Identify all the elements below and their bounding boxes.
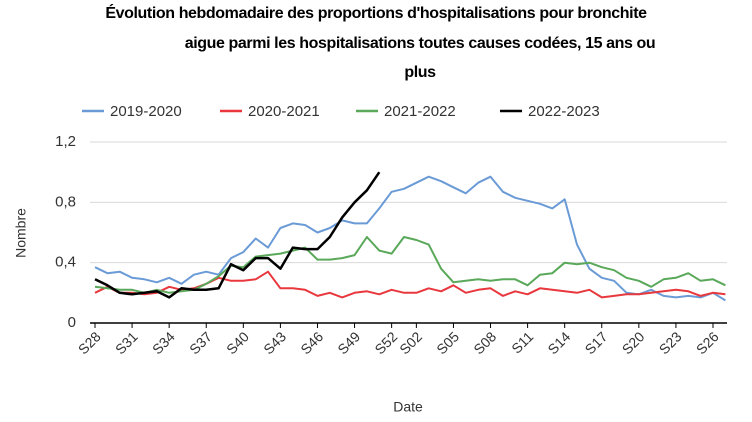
x-tick-label: S43: [260, 328, 289, 357]
x-tick-label: S31: [112, 328, 141, 357]
x-tick-label: S05: [433, 328, 462, 357]
chart-title: aigue parmi les hospitalisations toutes …: [185, 35, 656, 52]
legend-label: 2020-2021: [248, 103, 320, 120]
chart-title: Évolution hebdomadaire des proportions d…: [105, 3, 647, 22]
y-tick-label: 0: [68, 314, 76, 331]
y-tick-label: 1,2: [55, 133, 76, 150]
x-axis-label: Date: [393, 399, 423, 415]
series-line: [94, 175, 726, 302]
y-axis-label: Nombre: [13, 208, 29, 258]
legend-label: 2022-2023: [528, 103, 600, 120]
series-line: [94, 236, 726, 294]
legend-label: 2019-2020: [110, 103, 182, 120]
y-tick-label: 0,8: [55, 193, 76, 210]
x-tick-label: S02: [396, 328, 425, 357]
x-tick-label: S08: [470, 328, 499, 357]
y-tick-label: 0,4: [55, 254, 76, 271]
x-tick-label: S46: [297, 328, 326, 357]
x-tick-label: S28: [75, 328, 104, 357]
x-tick-label: S34: [149, 328, 178, 357]
x-tick-label: S14: [544, 328, 573, 357]
chart-title: plus: [404, 64, 436, 81]
series-line: [94, 171, 381, 299]
series-line: [94, 270, 726, 299]
x-tick-label: S20: [619, 328, 648, 357]
x-tick-label: S52: [371, 328, 400, 357]
x-tick-label: S23: [656, 328, 685, 357]
legend-label: 2021-2022: [384, 103, 456, 120]
x-tick-label: S11: [508, 328, 536, 356]
x-tick-label: S40: [223, 328, 252, 357]
x-tick-label: S37: [186, 328, 215, 357]
x-tick-label: S49: [334, 328, 363, 357]
x-tick-label: S17: [582, 328, 611, 357]
x-tick-label: S26: [693, 328, 722, 357]
